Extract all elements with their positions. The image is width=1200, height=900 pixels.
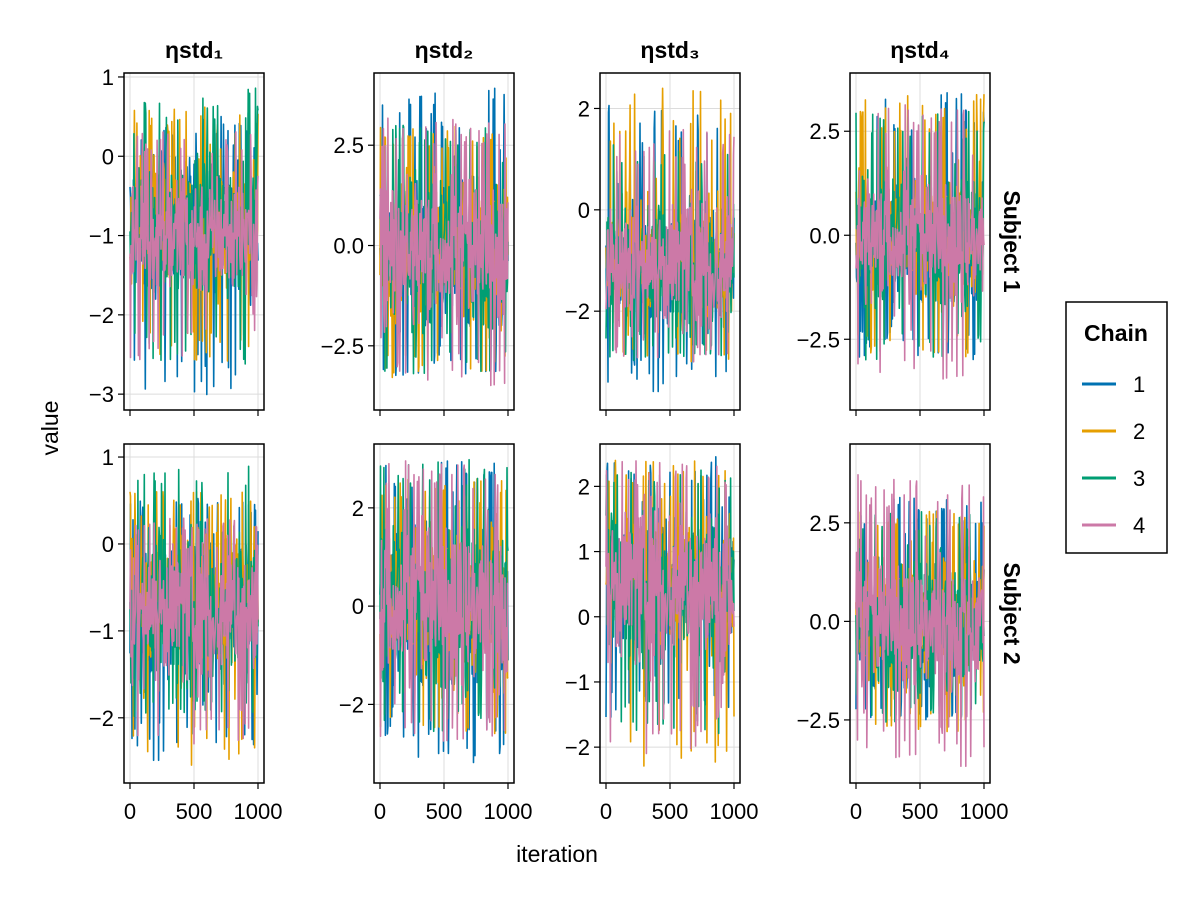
y-tick-label: 0 — [578, 605, 590, 630]
y-tick-label: −2.5 — [797, 327, 840, 352]
legend-label-2: 2 — [1133, 419, 1145, 444]
trace-chain-4 — [605, 128, 735, 363]
legend-frame — [1065, 301, 1168, 554]
y-tick-label: −2 — [89, 706, 114, 731]
x-tick-label: 500 — [176, 799, 213, 824]
y-tick-label: −2 — [565, 299, 590, 324]
panels-layer: −3 −2 −1 0 1 −2.5 0.0 2.5 −2 0 2 −2.5 0.0 2.5 −2 −1 0 1 0 5… — [89, 37, 1025, 824]
column-title-1: ηstd₁ — [165, 37, 223, 63]
column-title-4: ηstd₄ — [890, 37, 950, 63]
y-tick-label: −2 — [565, 735, 590, 760]
panel-2-2: −2 0 2 0 500 1000 — [339, 443, 533, 824]
x-tick-label: 0 — [124, 799, 136, 824]
y-tick-label: −1 — [89, 224, 114, 249]
x-tick-label: 500 — [426, 799, 463, 824]
column-title-2: ηstd₂ — [415, 37, 474, 63]
panel-2-4: −2.5 0.0 2.5 0 500 1000 — [797, 443, 1009, 824]
trace-chain-4 — [129, 131, 259, 361]
trace-chain-4 — [379, 460, 509, 742]
x-tick-label: 1000 — [710, 799, 759, 824]
trace-chain-4 — [129, 517, 259, 745]
x-tick-label: 0 — [850, 799, 862, 824]
x-tick-label: 500 — [652, 799, 689, 824]
trace-chain-4 — [605, 460, 735, 755]
y-tick-label: 1 — [102, 65, 114, 90]
column-title-3: ηstd₃ — [640, 37, 699, 63]
y-tick-label: 1 — [578, 540, 590, 565]
y-tick-label: 2 — [578, 96, 590, 121]
panel-1-4: −2.5 0.0 2.5 — [797, 72, 991, 416]
y-tick-label: 0 — [352, 594, 364, 619]
x-tick-label: 1000 — [960, 799, 1009, 824]
y-tick-label: −2 — [89, 303, 114, 328]
y-tick-label: 1 — [102, 445, 114, 470]
trace-chain-4 — [379, 117, 509, 387]
y-tick-label: −1 — [565, 670, 590, 695]
y-tick-label: 0 — [102, 532, 114, 557]
row-title-1: Subject 1 — [999, 190, 1025, 292]
x-axis-label: iteration — [516, 841, 598, 867]
x-tick-label: 1000 — [234, 799, 283, 824]
panel-2-3: −2 −1 0 1 2 0 500 1000 — [565, 443, 759, 824]
row-title-2: Subject 2 — [999, 562, 1025, 664]
panel-1-2: −2.5 0.0 2.5 — [321, 72, 515, 416]
y-tick-label: 0.0 — [333, 234, 364, 259]
y-tick-label: 2.5 — [333, 133, 364, 158]
legend-label-1: 1 — [1133, 372, 1145, 397]
y-tick-label: 2 — [352, 496, 364, 521]
y-tick-label: −1 — [89, 619, 114, 644]
x-tick-label: 500 — [902, 799, 939, 824]
panel-1-1: −3 −2 −1 0 1 — [89, 65, 265, 416]
y-tick-label: −2.5 — [797, 708, 840, 733]
trace-chain-4 — [855, 104, 985, 380]
y-tick-label: 0.0 — [809, 223, 840, 248]
y-tick-label: −2.5 — [321, 334, 364, 359]
legend-title: Chain — [1084, 320, 1148, 346]
panel-2-1: −2 −1 0 1 0 500 1000 — [89, 443, 283, 824]
x-tick-label: 0 — [600, 799, 612, 824]
legend: Chain 1 2 3 4 — [1065, 301, 1168, 554]
y-tick-label: −3 — [89, 382, 114, 407]
x-tick-label: 0 — [374, 799, 386, 824]
legend-label-3: 3 — [1133, 466, 1145, 491]
y-tick-label: 2 — [578, 474, 590, 499]
y-tick-label: 2.5 — [809, 119, 840, 144]
y-tick-label: 0 — [578, 198, 590, 223]
y-tick-label: 2.5 — [809, 511, 840, 536]
y-axis-label: value — [37, 401, 63, 456]
x-tick-label: 1000 — [484, 799, 533, 824]
y-tick-label: 0 — [102, 144, 114, 169]
legend-label-4: 4 — [1133, 513, 1145, 538]
y-tick-label: −2 — [339, 692, 364, 717]
panel-1-3: −2 0 2 — [565, 72, 741, 416]
trace-chain-3 — [855, 510, 985, 723]
trace-chain-4 — [855, 473, 985, 768]
y-tick-label: 0.0 — [809, 609, 840, 634]
